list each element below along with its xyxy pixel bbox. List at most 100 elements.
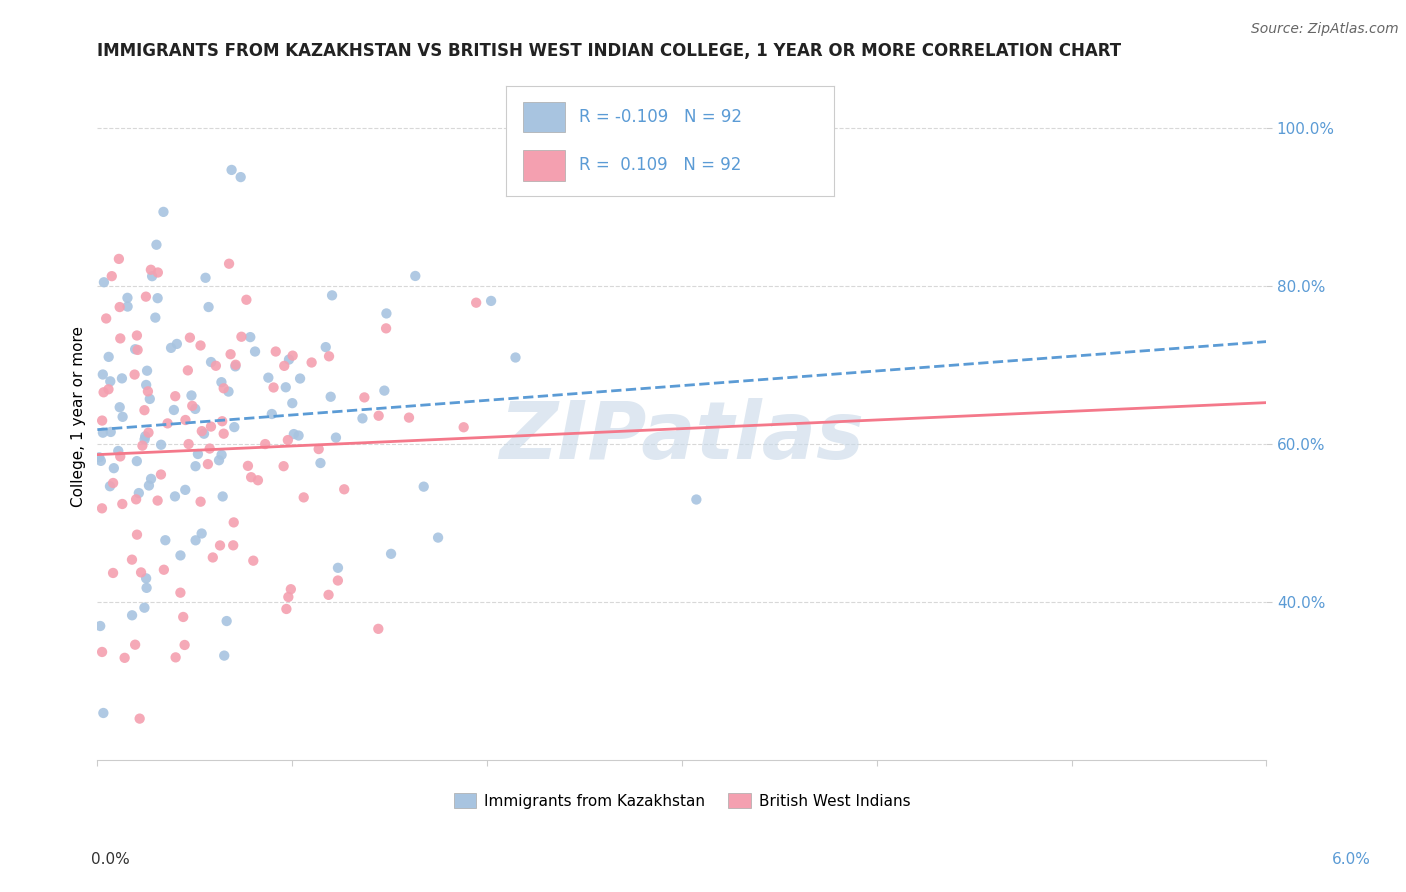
Point xyxy=(211,414,233,428)
Point xyxy=(187,447,209,461)
Text: 6.0%: 6.0% xyxy=(1331,852,1371,867)
Point xyxy=(479,293,502,308)
Point xyxy=(315,340,337,354)
Point xyxy=(380,547,402,561)
Text: IMMIGRANTS FROM KAZAKHSTAN VS BRITISH WEST INDIAN COLLEGE, 1 YEAR OR MORE CORREL: IMMIGRANTS FROM KAZAKHSTAN VS BRITISH WE… xyxy=(97,42,1122,60)
Point xyxy=(169,585,191,599)
Text: Source: ZipAtlas.com: Source: ZipAtlas.com xyxy=(1251,22,1399,37)
Point xyxy=(219,347,242,361)
Point xyxy=(194,270,217,285)
Point xyxy=(163,403,186,417)
Point xyxy=(138,425,160,440)
Point xyxy=(273,359,295,373)
Point xyxy=(318,349,340,363)
Point xyxy=(136,364,159,378)
Point xyxy=(129,566,152,580)
Point xyxy=(283,427,305,442)
Point xyxy=(90,454,112,468)
Point xyxy=(156,417,179,431)
Point xyxy=(257,370,280,384)
Point xyxy=(243,344,266,359)
Point xyxy=(91,413,114,427)
Point xyxy=(177,363,200,377)
Point xyxy=(197,457,219,471)
Point xyxy=(111,409,134,424)
Point xyxy=(96,311,118,326)
Point xyxy=(98,375,121,389)
Point xyxy=(136,384,159,399)
Point xyxy=(398,410,420,425)
Point xyxy=(273,459,295,474)
Point xyxy=(139,262,162,277)
Point xyxy=(212,648,235,663)
Point xyxy=(150,438,173,452)
Point xyxy=(221,162,243,177)
Point xyxy=(121,608,143,623)
Point xyxy=(146,291,169,305)
Point xyxy=(134,429,156,443)
Point xyxy=(197,300,219,314)
Point xyxy=(139,472,162,486)
Text: ZIPatlas: ZIPatlas xyxy=(499,398,865,476)
Point xyxy=(114,650,136,665)
Point xyxy=(103,461,125,475)
Point xyxy=(190,526,212,541)
Point xyxy=(153,563,176,577)
Point xyxy=(218,257,240,271)
Point xyxy=(163,490,186,504)
Point xyxy=(367,622,389,636)
Point xyxy=(91,368,114,382)
Point xyxy=(353,391,375,405)
Point xyxy=(281,349,304,363)
Point xyxy=(505,351,527,365)
Point xyxy=(134,600,156,615)
Point xyxy=(404,268,426,283)
Point xyxy=(218,384,240,399)
Point xyxy=(326,574,349,588)
Point xyxy=(225,358,247,372)
Point xyxy=(110,450,132,464)
Point xyxy=(117,300,139,314)
Point xyxy=(685,492,707,507)
Point xyxy=(124,368,146,382)
Point xyxy=(224,420,246,434)
Point xyxy=(134,433,156,447)
Point xyxy=(229,170,252,185)
Point xyxy=(373,384,395,398)
Point xyxy=(93,706,115,720)
Point xyxy=(91,645,114,659)
Point xyxy=(98,479,121,493)
Point xyxy=(276,602,298,616)
Point xyxy=(191,424,214,438)
Point xyxy=(138,478,160,492)
Point xyxy=(427,531,450,545)
Point xyxy=(205,359,228,373)
Point xyxy=(198,442,221,456)
Point xyxy=(453,420,475,434)
Point xyxy=(190,494,212,508)
Point xyxy=(321,288,343,302)
Point xyxy=(91,501,114,516)
Point xyxy=(89,619,111,633)
Point xyxy=(139,392,162,406)
Point xyxy=(236,458,259,473)
Point xyxy=(172,610,194,624)
Point xyxy=(222,516,245,530)
Point xyxy=(97,350,120,364)
Point xyxy=(375,321,398,335)
Point xyxy=(110,331,132,345)
Point xyxy=(412,480,434,494)
Point xyxy=(292,491,315,505)
Point xyxy=(146,493,169,508)
Point xyxy=(184,459,207,474)
Point xyxy=(97,382,120,396)
Point xyxy=(281,396,304,410)
Point xyxy=(201,550,224,565)
Point xyxy=(212,426,235,441)
Y-axis label: College, 1 year or more: College, 1 year or more xyxy=(72,326,86,507)
Point xyxy=(209,375,232,389)
Point xyxy=(125,527,148,541)
Point xyxy=(100,269,122,284)
Point xyxy=(91,425,114,440)
Point xyxy=(149,467,172,482)
